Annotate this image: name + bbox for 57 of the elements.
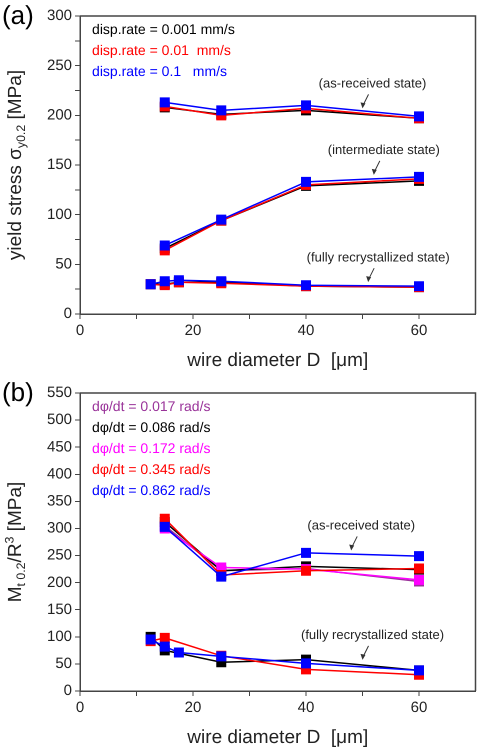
x-axis-title: wire diameter D [μm] [186,350,368,372]
y-tick-label: 50 [55,655,72,672]
y-tick-label: 100 [46,206,72,223]
y-tick-label: 500 [46,411,72,428]
text: dφ/dt = 0.172 rad/s [92,440,210,456]
y-tick-label: 300 [46,7,72,24]
y-tick-label: 400 [46,465,72,482]
point [160,276,170,286]
y-tick-label: 350 [46,492,72,510]
x-tick-label: 20 [184,322,202,340]
point [414,551,424,562]
annotation: (intermediate state) [328,142,440,157]
text: disp.rate = 0.001 mm/s [92,20,235,37]
y-tick-label: 250 [46,546,72,564]
chart-title: (b) [2,377,34,408]
x-tick-label: 40 [298,699,314,716]
y-axis-title: yield stress σy0.2 [MPa] [5,70,28,260]
y-tick-label: 50 [55,255,72,272]
text: dφ/dt = 0.086 rad/s [92,418,210,435]
y-tick-label: 0 [64,682,72,700]
point [160,97,170,108]
x-tick-label: 20 [184,699,202,716]
y-tick-label: 200 [46,574,72,591]
point [301,100,312,110]
annotation: (fully recrystallized state) [306,249,450,264]
y-axis-title: Mt 0.2/R3 [MPa] [2,482,28,602]
annotation: (as-received state) [307,518,416,533]
point [216,105,226,116]
x-tick-label: 0 [76,322,84,340]
y-tick-label: 150 [46,600,72,618]
chart-title: (a) [2,0,34,30]
y-tick-label: 0 [64,305,72,322]
point [174,648,184,658]
point [301,658,312,668]
annotation: (fully recrystallized state) [300,626,444,642]
text: dφ/dt = 0.862 rad/s [92,482,210,498]
point [301,176,312,187]
point [160,642,170,652]
series-label: disp.rate = 0.1 mm/s [92,62,228,79]
x-axis-title: wire diameter D [μm] [186,727,368,748]
x-tick-label: 0 [76,699,84,716]
x-tick-label: 40 [298,322,314,340]
x-tick-label: 60 [410,322,428,340]
point [301,548,312,558]
y-tick-label: 200 [46,106,72,124]
text: dφ/dt = 0.017 rad/s [92,398,210,414]
y-tick-label: 450 [46,438,72,456]
annotation: (as-received state) [318,75,426,90]
y-tick-label: 250 [46,56,72,74]
text: disp.rate = 0.01 mm/s [92,42,231,58]
text: dφ/dt = 0.345 rad/s [92,460,210,477]
x-tick-label: 60 [410,699,428,716]
point [160,240,170,250]
y-tick-label: 300 [46,520,72,537]
y-tick-label: 150 [46,156,72,174]
y-tick-label: 550 [46,384,72,402]
y-tick-label: 100 [46,628,72,645]
